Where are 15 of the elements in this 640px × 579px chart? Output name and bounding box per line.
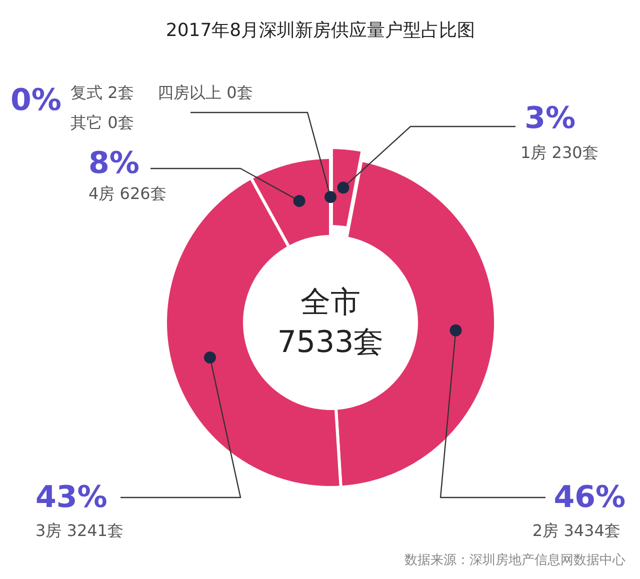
data-label: 8% (88, 146, 140, 181)
slice-label: 4房 626套 (88, 184, 166, 203)
slice-label: 3房 3241套 (36, 521, 124, 540)
text: 0% (10, 83, 62, 118)
data-label: 46% (554, 480, 626, 515)
category-label: 其它 0套 (70, 113, 134, 132)
slice-label: 1房 230套 (520, 143, 598, 162)
chart-title: 2017年8月深圳新房供应量户型占比图 (166, 20, 476, 41)
data-label: 43% (36, 480, 108, 515)
text: 全市 7533套 (277, 285, 384, 360)
category-label: 四房以上 0套 (158, 83, 253, 102)
slice-label: 2房 3434套 (532, 521, 620, 540)
data-label: 3% (524, 101, 576, 136)
source-note: 数据来源：深圳房地产信息网数据中心 (404, 552, 626, 568)
category-label: 复式 2套 (70, 83, 134, 102)
